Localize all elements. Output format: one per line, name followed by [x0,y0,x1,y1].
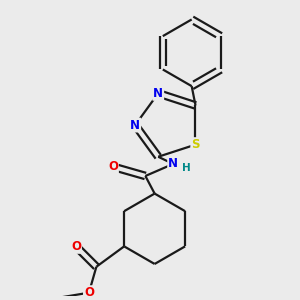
Text: H: H [182,163,190,172]
Text: N: N [168,158,178,170]
Text: S: S [191,138,200,151]
Text: O: O [71,240,81,253]
Text: O: O [108,160,118,173]
Text: O: O [84,286,94,299]
Text: N: N [130,118,140,131]
Text: N: N [153,87,163,100]
